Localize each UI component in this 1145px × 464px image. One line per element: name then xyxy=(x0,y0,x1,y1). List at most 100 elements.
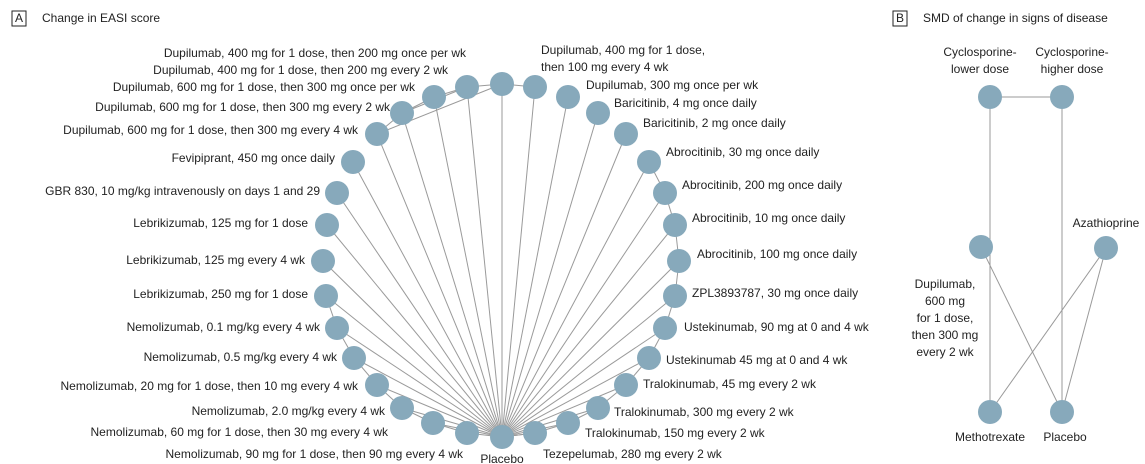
node-label: Lebrikizumab, 250 mg for 1 dose xyxy=(133,287,308,301)
edge xyxy=(1061,247,1107,413)
panel-letter: B xyxy=(896,11,904,25)
node xyxy=(315,213,339,237)
edge xyxy=(501,161,650,438)
edge xyxy=(501,357,650,438)
edge xyxy=(501,260,680,438)
node xyxy=(653,316,677,340)
node-label: Dupilumab, 300 mg once per wk xyxy=(586,78,759,92)
node-label: Nemolizumab, 20 mg for 1 dose, then 10 m… xyxy=(61,379,359,393)
node-label: 600 mg xyxy=(925,294,965,308)
node xyxy=(637,150,661,174)
node xyxy=(614,373,638,397)
panel-title: SMD of change in signs of disease xyxy=(923,11,1108,25)
node xyxy=(390,101,414,125)
panel-letter-box xyxy=(892,10,908,27)
node-label: ZPL3893787, 30 mg once daily xyxy=(692,286,858,300)
node xyxy=(523,421,547,445)
node-label: Cyclosporine- xyxy=(943,45,1016,59)
node xyxy=(586,396,610,420)
node-label: Azathioprine xyxy=(1073,216,1140,230)
edge xyxy=(501,407,599,438)
node xyxy=(325,181,349,205)
nodes: Placebo Nemolizumab, 90 mg for 1 dose, th… xyxy=(45,43,1140,464)
node-label: Cyclosporine- xyxy=(1035,45,1108,59)
edge xyxy=(980,246,1063,413)
edge xyxy=(376,384,503,438)
node xyxy=(342,346,366,370)
node-label: Fevipiprant, 450 mg once daily xyxy=(172,151,335,165)
node xyxy=(637,346,661,370)
edge xyxy=(326,224,503,438)
edge xyxy=(433,96,503,438)
node xyxy=(978,85,1002,109)
node-label: Tralokinumab, 45 mg every 2 wk xyxy=(643,377,817,391)
node xyxy=(422,85,446,109)
node-label: higher dose xyxy=(1041,62,1104,76)
node xyxy=(325,316,349,340)
node-label: Ustekinumab 45 mg at 0 and 4 wk xyxy=(666,353,848,367)
node xyxy=(365,122,389,146)
node xyxy=(455,75,479,99)
node-label: Abrocitinib, 30 mg once daily xyxy=(666,145,819,159)
edge xyxy=(501,295,676,438)
node-label: Dupilumab, xyxy=(915,277,976,291)
node xyxy=(663,284,687,308)
edge xyxy=(325,295,503,438)
node xyxy=(365,373,389,397)
node xyxy=(314,284,338,308)
node-label: lower dose xyxy=(951,62,1009,76)
edge xyxy=(376,83,503,135)
node-label: Nemolizumab, 90 mg for 1 dose, then 90 m… xyxy=(166,447,464,461)
edge xyxy=(501,192,666,438)
edges xyxy=(322,83,1107,438)
edge xyxy=(352,161,503,438)
node xyxy=(556,85,580,109)
node xyxy=(586,101,610,125)
panel-b-header: B SMD of change in signs of disease xyxy=(892,10,1108,27)
node-label: Nemolizumab, 0.1 mg/kg every 4 wk xyxy=(127,320,321,334)
node xyxy=(653,181,677,205)
node xyxy=(556,411,580,435)
node-label: then 100 mg every 4 wk xyxy=(541,60,669,74)
node xyxy=(490,425,514,449)
edge xyxy=(336,192,503,438)
edge xyxy=(353,357,503,438)
node xyxy=(421,411,445,435)
edge xyxy=(989,247,1107,413)
node-label: Methotrexate xyxy=(955,430,1025,444)
node xyxy=(978,400,1002,424)
node-label: Abrocitinib, 10 mg once daily xyxy=(692,211,845,225)
node-label: Ustekinumab, 90 mg at 0 and 4 wk xyxy=(684,320,870,334)
node-label: Nemolizumab, 2.0 mg/kg every 4 wk xyxy=(192,404,386,418)
node-label: Lebrikizumab, 125 mg for 1 dose xyxy=(133,216,308,230)
node-label: then 300 mg xyxy=(912,328,979,342)
node-label: Dupilumab, 600 mg for 1 dose, then 300 m… xyxy=(113,80,416,94)
node-label: Tezepelumab, 280 mg every 2 wk xyxy=(543,447,723,461)
node xyxy=(390,396,414,420)
edge xyxy=(501,86,536,438)
edge xyxy=(501,133,627,438)
node xyxy=(1050,85,1074,109)
edge xyxy=(501,96,569,438)
edge xyxy=(401,407,503,438)
node-label: Abrocitinib, 200 mg once daily xyxy=(682,178,842,192)
node-label: Dupilumab, 400 mg for 1 dose, then 200 m… xyxy=(164,46,467,60)
node xyxy=(490,72,514,96)
node-label: Abrocitinib, 100 mg once daily xyxy=(697,247,857,261)
node-label: Nemolizumab, 0.5 mg/kg every 4 wk xyxy=(144,350,338,364)
node xyxy=(969,235,993,259)
node xyxy=(523,75,547,99)
node xyxy=(1094,236,1118,260)
node-label: Dupilumab, 400 mg for 1 dose, xyxy=(541,43,705,57)
panel-title: Change in EASI score xyxy=(42,11,160,25)
node-label: Tralokinumab, 300 mg every 2 wk xyxy=(614,405,795,419)
node-label: Dupilumab, 600 mg for 1 dose, then 300 m… xyxy=(95,100,391,114)
panel-letter-box xyxy=(11,10,27,27)
node-label: for 1 dose, xyxy=(917,311,974,325)
node-label: every 2 wk xyxy=(916,345,974,359)
node xyxy=(614,122,638,146)
edge xyxy=(401,112,503,438)
node xyxy=(1050,400,1074,424)
node xyxy=(663,213,687,237)
